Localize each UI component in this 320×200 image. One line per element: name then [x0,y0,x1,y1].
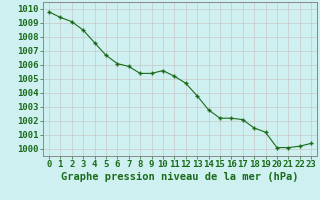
X-axis label: Graphe pression niveau de la mer (hPa): Graphe pression niveau de la mer (hPa) [61,172,299,182]
